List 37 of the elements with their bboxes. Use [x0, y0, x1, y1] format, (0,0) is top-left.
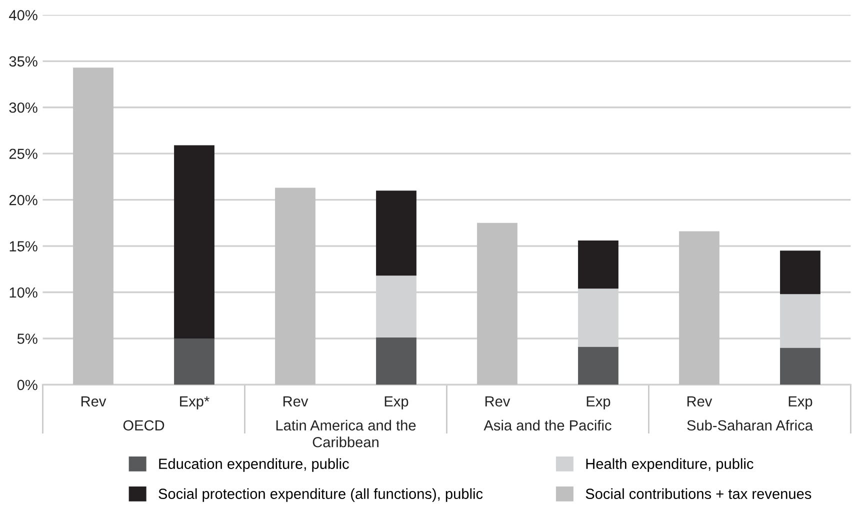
y-tick-label: 35% [9, 56, 38, 67]
y-tick-label: 15% [10, 241, 38, 252]
bar [578, 346, 618, 385]
text: Asia and the Pacific [484, 420, 612, 431]
y-tick-label: 0% [17, 380, 38, 390]
bar [477, 222, 518, 385]
x-tick-label: Exp* [180, 396, 210, 410]
x-tick-label: Exp [788, 396, 812, 410]
x-tick-label: Rev [283, 396, 308, 407]
x-tick-label: Exp [586, 396, 610, 410]
bar [780, 348, 820, 385]
y-tick-label: 10% [10, 287, 38, 298]
bar [275, 188, 316, 385]
y-tick-label: 20% [9, 194, 38, 206]
legend-label: Health expenditure, public [586, 458, 754, 472]
x-tick-label: Rev [81, 396, 106, 407]
bar [174, 145, 214, 338]
text: Latin America and the Caribbean [276, 420, 416, 448]
x-tick-label: Rev [687, 396, 712, 407]
bar [376, 190, 416, 276]
bar [174, 338, 214, 385]
legend-label: Education expenditure, public [159, 458, 349, 472]
legend-label: Social contributions + tax revenues [586, 488, 812, 499]
bar [376, 338, 416, 385]
bar [780, 250, 820, 294]
text: OECD [123, 420, 164, 431]
bar [73, 68, 114, 385]
text: Sub-Saharan Africa [687, 420, 813, 431]
legend-label: Social protection expenditure (all functions), public [158, 488, 483, 502]
bar [679, 231, 720, 385]
x-tick-label: Rev [485, 396, 510, 407]
x-tick-label: Exp [384, 396, 408, 410]
y-tick-label: 40% [9, 10, 38, 20]
bar [578, 240, 618, 289]
y-tick-label: 5% [17, 334, 38, 344]
y-tick-label: 25% [9, 148, 38, 160]
y-tick-label: 30% [9, 102, 38, 113]
